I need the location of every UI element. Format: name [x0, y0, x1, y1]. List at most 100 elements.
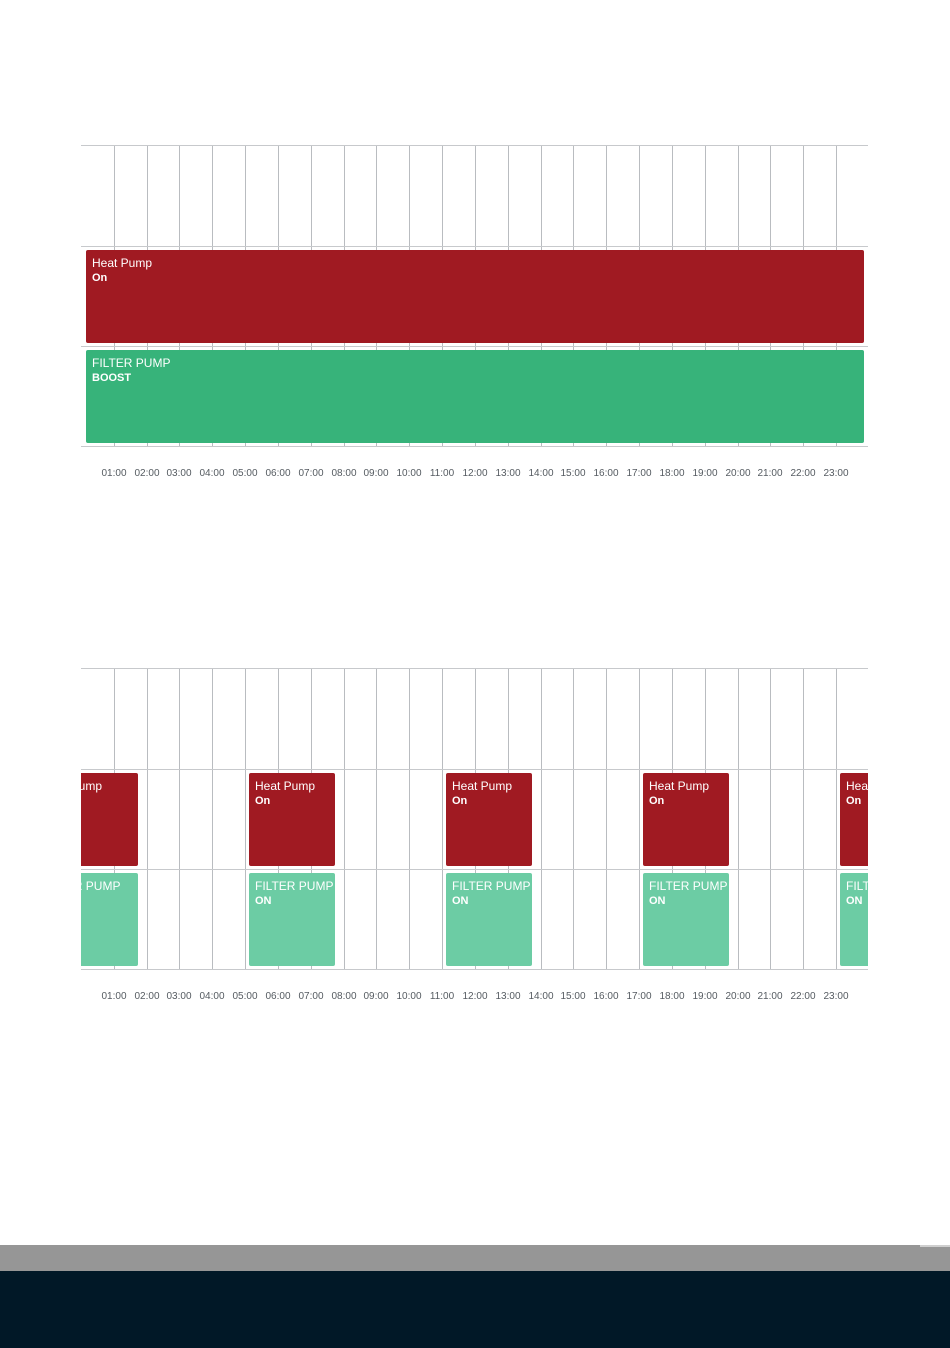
block-label: FILTER PUMP	[81, 879, 121, 893]
block-state: On	[452, 795, 468, 807]
axis-tick-label: 23:00	[823, 991, 849, 1002]
block-state: On	[92, 272, 108, 284]
heat-pump-block[interactable]: Heat Pump On	[840, 773, 868, 866]
timeline-grid: Heat Pump Heat Pump On Heat Pump On Heat Pump…	[81, 668, 868, 970]
row-divider	[81, 769, 868, 770]
grid-line	[606, 668, 607, 970]
heat-pump-block[interactable]: Heat Pump On	[86, 250, 864, 343]
footer-edge-accent	[920, 1245, 950, 1247]
time-axis: 01:00 02:00 03:00 04:00 05:00 06:00 07:00 08:00…	[81, 468, 868, 482]
heat-pump-block[interactable]: Heat Pump On	[446, 773, 532, 866]
row-divider	[81, 145, 868, 146]
axis-tick-label: 22:00	[790, 991, 816, 1002]
block-state: ON	[649, 895, 666, 907]
axis-tick-label: 13:00	[495, 991, 521, 1002]
block-label: Heat Pump	[81, 779, 103, 793]
axis-tick-label: 01:00	[101, 468, 127, 479]
axis-tick-label: 04:00	[199, 468, 225, 479]
row-divider	[81, 346, 868, 347]
block-label: FILTER PUMP	[452, 879, 531, 893]
timeline-grid: Heat Pump On FILTER PUMP BOOST	[81, 145, 868, 447]
heat-pump-block[interactable]: Heat Pump	[81, 773, 138, 866]
axis-tick-label: 23:00	[823, 468, 849, 479]
grid-line	[770, 668, 771, 970]
heat-pump-block[interactable]: Heat Pump On	[643, 773, 729, 866]
axis-tick-label: 07:00	[298, 468, 324, 479]
axis-tick-label: 01:00	[101, 991, 127, 1002]
axis-tick-label: 20:00	[725, 991, 751, 1002]
row-divider	[81, 668, 868, 669]
axis-tick-label: 19:00	[692, 468, 718, 479]
axis-tick-label: 11:00	[429, 468, 455, 479]
block-label: FILTER PUMP	[846, 879, 868, 893]
axis-tick-label: 04:00	[199, 991, 225, 1002]
heat-pump-block[interactable]: Heat Pump On	[249, 773, 335, 866]
filter-pump-block[interactable]: FILTER PUMP ON	[446, 873, 532, 966]
block-label: Heat Pump	[452, 779, 513, 793]
grid-line	[212, 668, 213, 970]
axis-tick-label: 19:00	[692, 991, 718, 1002]
axis-tick-label: 21:00	[757, 468, 783, 479]
axis-tick-label: 07:00	[298, 991, 324, 1002]
axis-tick-label: 16:00	[593, 468, 619, 479]
block-label: Heat Pump	[92, 256, 153, 270]
block-label: FILTER PUMP	[255, 879, 334, 893]
block-label: FILTER PUMP	[649, 879, 728, 893]
axis-tick-label: 12:00	[462, 468, 488, 479]
axis-tick-label: 20:00	[725, 468, 751, 479]
time-axis: 01:00 02:00 03:00 04:00 05:00 06:00 07:00 08:00…	[81, 991, 868, 1005]
axis-tick-label: 17:00	[626, 468, 652, 479]
row-divider	[81, 446, 868, 447]
grid-line	[738, 668, 739, 970]
grid-line	[639, 668, 640, 970]
grid-line	[573, 668, 574, 970]
axis-tick-label: 21:00	[757, 991, 783, 1002]
filter-pump-block[interactable]: FILTER PUMP ON	[643, 873, 729, 966]
axis-tick-label: 02:00	[134, 468, 160, 479]
axis-tick-label: 15:00	[560, 468, 586, 479]
block-state: On	[255, 795, 271, 807]
axis-tick-label: 08:00	[331, 468, 357, 479]
axis-tick-label: 05:00	[232, 468, 258, 479]
block-state: On	[649, 795, 665, 807]
axis-tick-label: 18:00	[659, 468, 685, 479]
block-label: FILTER PUMP	[92, 356, 171, 370]
block-state: BOOST	[92, 372, 132, 384]
block-state: On	[846, 795, 862, 807]
grid-line	[147, 668, 148, 970]
row-divider	[81, 869, 868, 870]
grid-line	[836, 668, 837, 970]
filter-pump-block[interactable]: FILTER PUMP BOOST	[86, 350, 864, 443]
axis-tick-label: 03:00	[166, 468, 192, 479]
grid-line	[541, 668, 542, 970]
filter-pump-block[interactable]: FILTER PUMP ON	[249, 873, 335, 966]
axis-tick-label: 03:00	[166, 991, 192, 1002]
filter-pump-block[interactable]: FILTER PUMP ON	[840, 873, 868, 966]
filter-pump-block[interactable]: FILTER PUMP	[81, 873, 138, 966]
grid-line	[409, 668, 410, 970]
axis-tick-label: 12:00	[462, 991, 488, 1002]
row-divider	[81, 246, 868, 247]
axis-tick-label: 09:00	[363, 468, 389, 479]
axis-tick-label: 15:00	[560, 991, 586, 1002]
axis-tick-label: 18:00	[659, 991, 685, 1002]
block-label: Heat Pump	[846, 779, 868, 793]
grid-line	[344, 668, 345, 970]
grid-line	[179, 668, 180, 970]
footer-bar	[0, 1271, 950, 1348]
axis-tick-label: 09:00	[363, 991, 389, 1002]
axis-tick-label: 06:00	[265, 468, 291, 479]
grid-line	[376, 668, 377, 970]
axis-tick-label: 14:00	[528, 468, 554, 479]
block-label: Heat Pump	[255, 779, 316, 793]
axis-tick-label: 14:00	[528, 991, 554, 1002]
grid-line	[442, 668, 443, 970]
axis-tick-label: 13:00	[495, 468, 521, 479]
axis-tick-label: 05:00	[232, 991, 258, 1002]
footer-band	[0, 1245, 950, 1271]
block-state: ON	[452, 895, 469, 907]
axis-tick-label: 10:00	[396, 991, 422, 1002]
axis-tick-label: 06:00	[265, 991, 291, 1002]
block-state: ON	[255, 895, 272, 907]
axis-tick-label: 11:00	[429, 991, 455, 1002]
